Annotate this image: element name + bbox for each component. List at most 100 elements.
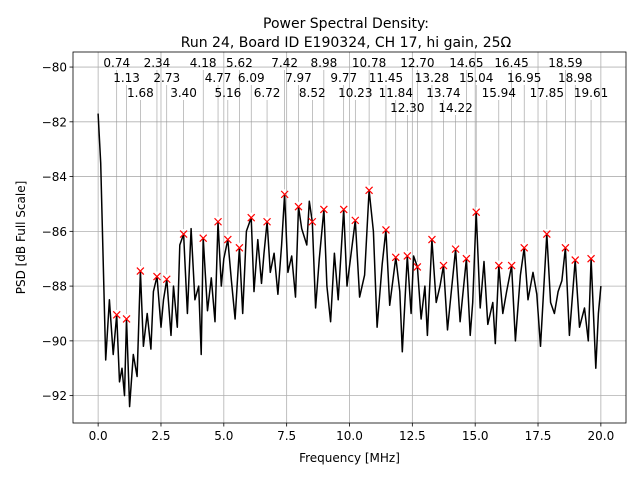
y-tick-label: −88 bbox=[42, 280, 67, 294]
peak-marker bbox=[413, 263, 422, 271]
peak-marker bbox=[439, 261, 448, 270]
x-marker-icon bbox=[472, 208, 481, 217]
x-marker-icon bbox=[235, 243, 244, 252]
peak-label: 6.09 bbox=[238, 71, 265, 85]
x-marker-icon bbox=[451, 245, 460, 254]
x-marker-icon bbox=[587, 254, 595, 263]
x-marker-icon bbox=[263, 217, 271, 226]
plot-area bbox=[97, 113, 602, 408]
peak-marker bbox=[294, 202, 303, 211]
chart-title-line1: Power Spectral Density: bbox=[263, 16, 429, 32]
peak-label: 18.59 bbox=[548, 56, 582, 70]
x-marker-icon bbox=[247, 213, 256, 222]
peak-label: 11.84 bbox=[379, 86, 413, 100]
x-tick-label: 15.0 bbox=[462, 429, 489, 443]
peak-label: 15.94 bbox=[482, 86, 516, 100]
x-marker-icon bbox=[280, 190, 289, 199]
x-tick-label: 17.5 bbox=[525, 429, 552, 443]
x-marker-icon bbox=[428, 235, 436, 244]
peak-marker bbox=[235, 243, 244, 252]
peak-label: 0.74 bbox=[103, 56, 130, 70]
y-tick-label: −80 bbox=[42, 61, 67, 75]
peak-label: 12.30 bbox=[390, 101, 424, 115]
peak-marker bbox=[162, 275, 171, 284]
peak-label: 9.77 bbox=[330, 71, 357, 85]
peak-label: 7.42 bbox=[271, 56, 298, 70]
x-marker-icon bbox=[365, 186, 374, 195]
x-marker-icon bbox=[339, 205, 348, 214]
peak-marker bbox=[382, 226, 390, 234]
x-marker-icon bbox=[462, 254, 471, 263]
peak-label: 15.04 bbox=[459, 71, 493, 85]
peak-marker bbox=[179, 230, 188, 239]
peak-label: 17.85 bbox=[530, 86, 564, 100]
y-tick-label: −84 bbox=[42, 170, 67, 184]
peak-label: 14.22 bbox=[438, 101, 472, 115]
x-marker-icon bbox=[136, 267, 145, 275]
peak-marker bbox=[308, 217, 317, 226]
x-marker-icon bbox=[319, 205, 328, 214]
x-marker-icon bbox=[507, 261, 516, 270]
peak-label: 4.77 bbox=[205, 71, 232, 85]
psd-line bbox=[97, 113, 602, 408]
peak-label: 1.13 bbox=[113, 71, 140, 85]
x-marker-icon bbox=[112, 310, 121, 319]
peak-marker bbox=[494, 261, 503, 270]
peak-label: 16.95 bbox=[507, 71, 541, 85]
x-tick-label: 10.0 bbox=[336, 429, 363, 443]
x-marker-icon bbox=[494, 261, 503, 270]
peak-marker bbox=[587, 254, 595, 263]
peak-label: 5.16 bbox=[215, 86, 242, 100]
y-tick-label: −92 bbox=[42, 389, 67, 403]
x-marker-icon bbox=[413, 263, 422, 271]
x-marker-icon bbox=[179, 230, 188, 239]
chart-title-line2: Run 24, Board ID E190324, CH 17, hi gain… bbox=[181, 35, 512, 51]
peak-marker bbox=[365, 186, 374, 195]
grid bbox=[73, 52, 626, 423]
peak-marker bbox=[263, 217, 271, 226]
peak-marker bbox=[280, 190, 289, 199]
peak-label: 5.62 bbox=[226, 56, 253, 70]
axes-frame bbox=[72, 51, 627, 424]
peak-marker bbox=[542, 230, 551, 239]
peak-marker bbox=[214, 217, 222, 226]
peak-label: 6.72 bbox=[254, 86, 281, 100]
x-tick-label: 2.5 bbox=[151, 429, 170, 443]
x-tick-label: 7.5 bbox=[277, 429, 296, 443]
peak-label: 13.74 bbox=[426, 86, 460, 100]
peak-marker bbox=[451, 245, 460, 254]
peak-marker bbox=[561, 243, 570, 252]
x-marker-icon bbox=[403, 252, 412, 260]
x-tick-label: 0.0 bbox=[89, 429, 108, 443]
x-marker-icon bbox=[391, 253, 400, 262]
x-tick-label: 12.5 bbox=[399, 429, 426, 443]
x-tick-label: 5.0 bbox=[214, 429, 233, 443]
x-marker-icon bbox=[382, 226, 390, 234]
x-axis-label: Frequency [MHz] bbox=[299, 451, 400, 465]
y-tick-label: −86 bbox=[42, 225, 67, 239]
x-marker-icon bbox=[561, 243, 570, 252]
peak-marker bbox=[571, 256, 580, 265]
peak-label: 2.73 bbox=[153, 71, 180, 85]
peak-label: 18.98 bbox=[558, 71, 592, 85]
peak-marker bbox=[403, 252, 412, 260]
x-marker-icon bbox=[351, 216, 360, 225]
peak-marker bbox=[391, 253, 400, 262]
y-tick-label: −82 bbox=[42, 115, 67, 129]
x-tick-label: 20.0 bbox=[588, 429, 615, 443]
peak-marker bbox=[223, 235, 232, 244]
peak-label: 12.70 bbox=[400, 56, 434, 70]
peak-labels: 0.741.131.68 2.342.733.40 4.184.775.16 5.62… bbox=[103, 56, 608, 115]
x-marker-icon bbox=[223, 235, 232, 244]
peak-marker bbox=[472, 208, 481, 217]
x-marker-icon bbox=[439, 261, 448, 270]
x-marker-icon bbox=[542, 230, 551, 239]
peak-label: 13.28 bbox=[415, 71, 449, 85]
x-marker-icon bbox=[520, 243, 529, 252]
peak-marker bbox=[199, 234, 208, 243]
peak-label: 11.45 bbox=[369, 71, 403, 85]
peak-label: 8.52 bbox=[299, 86, 326, 100]
x-marker-icon bbox=[153, 272, 161, 281]
y-tick-label: −90 bbox=[42, 334, 67, 348]
